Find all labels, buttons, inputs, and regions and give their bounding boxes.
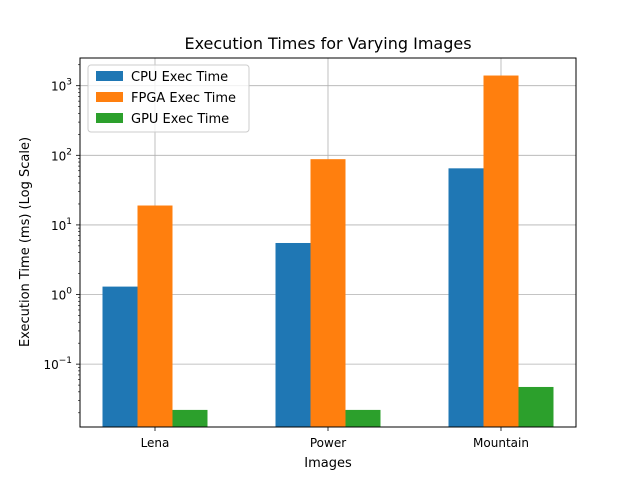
- legend-label-cpu-exec-time: CPU Exec Time: [131, 70, 228, 85]
- y-tick-label: 101: [51, 217, 72, 233]
- x-tick-label-lena: Lena: [141, 436, 170, 450]
- bar-fpga-exec-time-lena: [137, 205, 173, 427]
- bar-gpu-exec-time-lena: [172, 409, 208, 427]
- bar-cpu-exec-time-power: [275, 242, 311, 427]
- bars: [102, 75, 554, 427]
- legend-swatch-fpga-exec-time: [96, 92, 123, 102]
- legend-box: [87, 64, 250, 133]
- bar-gpu-exec-time-power: [345, 409, 381, 427]
- y-tick-label: 100: [51, 287, 72, 303]
- y-tick-label: 103: [51, 78, 72, 94]
- y-axis-label: Execution Time (ms) (Log Scale): [18, 137, 33, 347]
- y-tick-label: 102: [51, 147, 72, 163]
- chart-title: Execution Times for Varying Images: [184, 34, 471, 53]
- bar-cpu-exec-time-lena: [102, 286, 138, 427]
- legend-label-gpu-exec-time: GPU Exec Time: [131, 112, 229, 127]
- bar-cpu-exec-time-mountain: [448, 168, 484, 427]
- legend-label-fpga-exec-time: FPGA Exec Time: [131, 91, 236, 106]
- legend: CPU Exec Time FPGA Exec Time GPU Exec Time: [87, 64, 250, 133]
- axis-ticks: 10−1 100 101 102 103 Lena Power Mountain: [43, 64, 529, 450]
- legend-swatch-cpu-exec-time: [96, 71, 123, 81]
- bar-fpga-exec-time-mountain: [483, 75, 519, 427]
- y-tick-label: 10−1: [43, 356, 72, 372]
- x-tick-label-mountain: Mountain: [473, 436, 529, 450]
- bar-fpga-exec-time-power: [310, 159, 346, 427]
- legend-swatch-gpu-exec-time: [96, 113, 123, 123]
- x-tick-label-power: Power: [310, 436, 346, 450]
- x-axis-label: Images: [304, 456, 352, 471]
- bar-gpu-exec-time-mountain: [518, 386, 554, 427]
